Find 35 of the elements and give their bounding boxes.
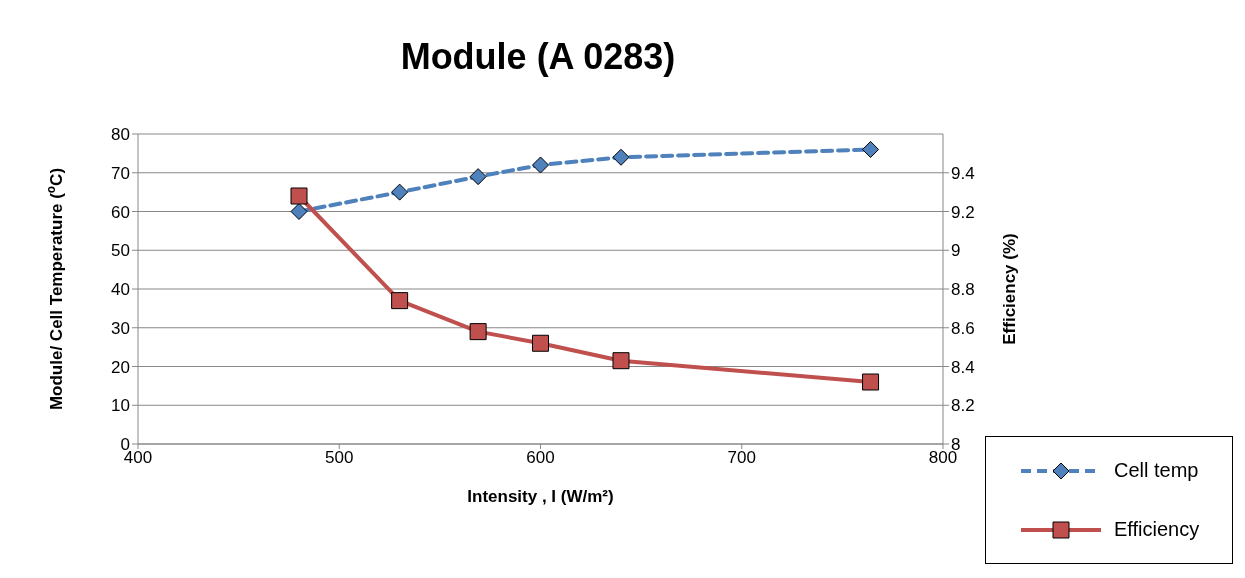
y-tick-label: 70 [111,163,130,183]
y2-tick-label: 9.2 [951,202,975,222]
legend-label: Efficiency [1114,518,1200,541]
x-axis-title: Intensity , I (W/m²) [467,487,614,506]
y-tick-label: 20 [111,357,130,377]
y-tick-label: 40 [111,280,130,300]
point [290,187,308,205]
x-tick-label: 600 [526,448,555,468]
y2-axis-title: Efficiency (%) [1000,233,1019,345]
point [469,168,487,186]
y2-tick-label: 9.4 [951,163,975,183]
point [862,373,880,391]
y-tick-label: 10 [111,396,130,416]
y-tick-label: 60 [111,202,130,222]
point [612,148,630,166]
legend-label: Cell temp [1114,459,1199,482]
x-tick-label: 500 [325,448,354,468]
chart-title: Module (A 0283) [399,36,677,78]
point [391,183,409,201]
point [469,323,487,341]
point [532,334,549,352]
y2-tick-label: 8.8 [951,280,975,300]
y2-tick-label: 8.2 [951,396,975,416]
y-tick-label: 50 [111,241,130,261]
y2-tick-label: 8.6 [951,318,975,338]
point [612,352,630,370]
point [391,292,409,310]
x-tick-label: 700 [727,448,756,468]
y2-tick-label: 8.4 [951,357,975,377]
point [532,156,549,174]
y2-tick-label: 9 [951,241,961,261]
y-tick-label: 30 [111,318,130,338]
y-tick-label: 80 [111,125,130,145]
point [862,141,880,158]
point [290,203,308,220]
